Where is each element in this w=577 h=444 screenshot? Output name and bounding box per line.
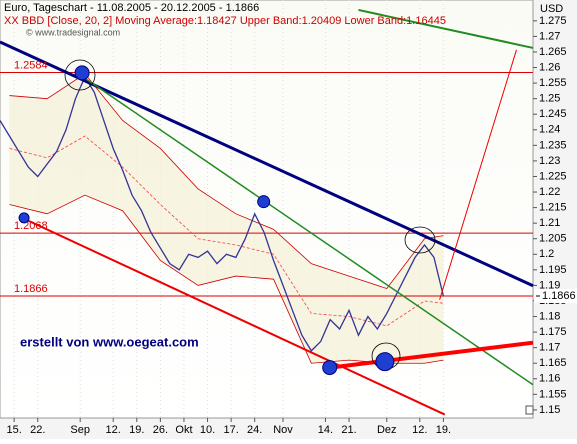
chart-title: Euro, Tageschart - 11.08.2005 - 20.12.20… [4, 2, 259, 14]
resize-icon [525, 405, 534, 415]
y-tick-label: 1.27 [539, 30, 560, 42]
y-tick-label: 1.155 [539, 388, 567, 400]
pivot-point [375, 352, 395, 372]
last-price-box [534, 288, 577, 303]
plot-area [0, 0, 534, 419]
highlight-circle [64, 59, 96, 91]
x-tick-label: 15. [7, 424, 22, 436]
trendline [439, 49, 517, 300]
trendline [21, 216, 446, 416]
price-line [0, 75, 445, 352]
y-tick-label: 1.21 [539, 217, 560, 229]
x-tick-label: Dez [377, 424, 397, 436]
pivot-point [18, 212, 30, 224]
pivot-point [322, 360, 338, 376]
x-tick-label: 12. [412, 424, 427, 436]
trendline [0, 40, 534, 288]
y-tick-label: 1.195 [539, 264, 567, 276]
x-tick-label: 19. [436, 424, 451, 436]
x-tick-label: 26. [153, 424, 168, 436]
trendline [358, 8, 534, 49]
pivot-point [74, 65, 90, 81]
y-tick-label: 1.22 [539, 186, 560, 198]
level-label: 1.2068 [14, 220, 48, 232]
y-tick-label: 1.265 [539, 46, 567, 58]
y-tick-label: 1.16 [539, 373, 560, 385]
x-tick-label: 14. [318, 424, 333, 436]
y-tick-label: 1.25 [539, 93, 560, 105]
y-tick-label: 1.2 [539, 248, 554, 260]
annotation: erstellt von www.oegeat.com [20, 334, 199, 349]
y-tick-label: 1.175 [539, 326, 567, 338]
y-tick-label: 1.18 [539, 310, 560, 322]
indicator-legend: XX BBD [Close, 20, 2] Moving Average:1.1… [4, 15, 446, 27]
y-tick-label: 1.26 [539, 61, 560, 73]
y-tick-label: 1.19 [539, 279, 560, 291]
last-price-label: 1.1866 [542, 290, 576, 302]
source: © www.tradesignal.com [26, 27, 120, 37]
level-label: 1.2584 [14, 59, 48, 71]
y-tick-label: 1.275 [539, 15, 567, 27]
pivot-point [257, 195, 271, 209]
band-fill [9, 73, 444, 364]
y-tick-label: 1.24 [539, 124, 560, 136]
y-unit: USD [540, 3, 563, 15]
y-tick-label: 1.255 [539, 77, 567, 89]
y-tick-label: 1.225 [539, 170, 567, 182]
bollinger-band [9, 135, 444, 327]
x-tick-label: 10. [200, 424, 215, 436]
x-tick-label: 21. [341, 424, 356, 436]
y-tick-label: 1.165 [539, 357, 567, 369]
y-tick-label: 1.245 [539, 108, 567, 120]
trendline [329, 340, 534, 370]
y-tick-label: 1.205 [539, 233, 567, 245]
x-tick-label: Nov [273, 424, 293, 436]
y-tick-label: 1.23 [539, 155, 560, 167]
x-tick-label: 17. [223, 424, 238, 436]
level-label: 1.1866 [14, 283, 48, 295]
marks [0, 8, 534, 416]
trendline [79, 74, 534, 386]
x-tick-label: 12. [106, 424, 121, 436]
highlight-circle [404, 226, 436, 254]
y-tick-label: 1.235 [539, 139, 567, 151]
y-tick-label: 1.15 [539, 404, 560, 416]
x-tick-label: 24. [247, 424, 262, 436]
x-tick-label: Okt [175, 424, 192, 436]
y-tick-label: 1.17 [539, 342, 560, 354]
x-tick-label: 19. [129, 424, 144, 436]
x-tick-label: Sep [70, 424, 90, 436]
x-tick-label: 22. [30, 424, 45, 436]
y-tick-label: 1.215 [539, 202, 567, 214]
